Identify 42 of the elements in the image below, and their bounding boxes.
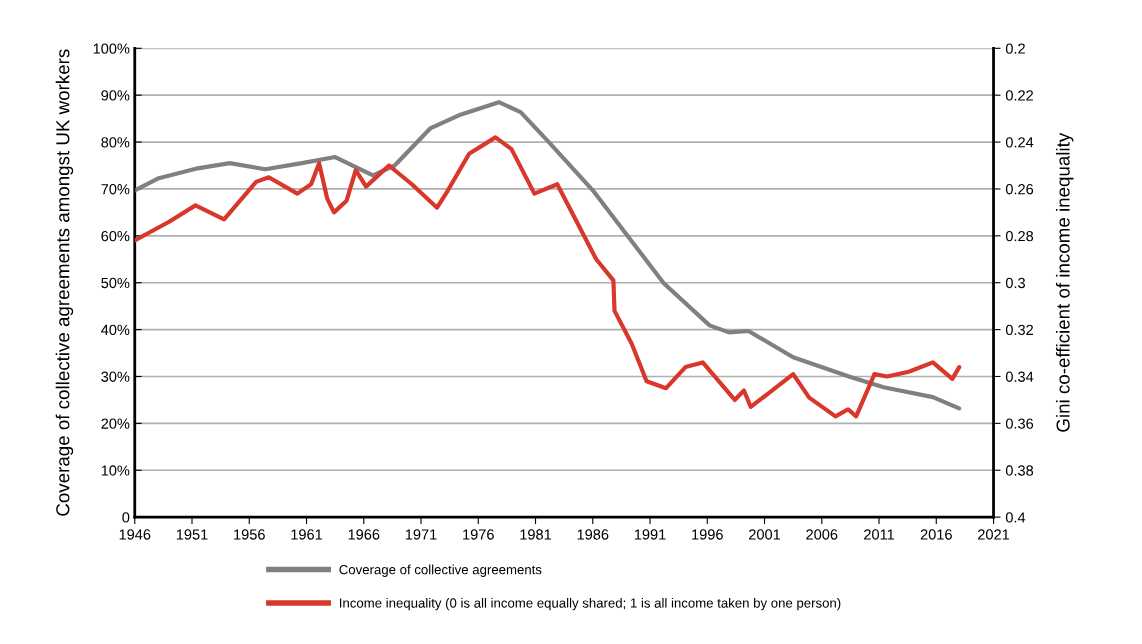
y-tick-label: 70% xyxy=(101,184,130,195)
y-tick-label: 50% xyxy=(101,277,130,289)
y2-tick-label: 0.34 xyxy=(1005,371,1034,382)
y-tick-label: 20% xyxy=(101,418,130,429)
y-tick-label: 30% xyxy=(101,371,130,382)
y-tick-label: 40% xyxy=(101,324,130,336)
y2-tick-label: 0.28 xyxy=(1005,230,1034,242)
y-tick-label: 60% xyxy=(101,230,130,242)
y-tick-label: 80% xyxy=(101,137,130,148)
y2-tick-label: 0.26 xyxy=(1005,184,1034,195)
y2-tick-label: 0.2 xyxy=(1005,43,1025,54)
legend-label: Coverage of collective agreements xyxy=(339,564,542,577)
x-tick-label: 2006 xyxy=(806,529,838,540)
x-tick-label: 2011 xyxy=(864,529,895,540)
x-tick-label: 1971 xyxy=(405,529,437,540)
y-tick-label: 10% xyxy=(101,465,130,476)
y2-tick-label: 0.22 xyxy=(1005,90,1033,101)
x-tick-label: 1991 xyxy=(634,529,666,540)
y-tick-label: 0 xyxy=(122,512,130,523)
y2-tick-label: 0.32 xyxy=(1005,324,1033,336)
legend-label: Income inequality (0 is all income equally shared; 1 is all income taken by one person) xyxy=(340,598,841,611)
y-axis-title: Coverage of collective agreements amongst UK workers xyxy=(55,49,74,516)
y-tick-label: 100% xyxy=(93,43,130,54)
x-tick-label: 1966 xyxy=(348,529,380,540)
x-tick-label: 2021 xyxy=(978,529,1010,540)
y2-tick-label: 0.38 xyxy=(1005,465,1034,476)
y2-axis-title: Gini co-efficient of income inequality xyxy=(1055,132,1074,432)
x-tick-label: 1961 xyxy=(291,529,323,540)
x-tick-label: 2001 xyxy=(749,529,781,540)
x-tick-label: 1946 xyxy=(119,529,151,540)
y2-tick-label: 0.36 xyxy=(1005,418,1034,429)
x-tick-label: 1986 xyxy=(577,529,609,540)
x-tick-label: 1981 xyxy=(520,529,552,540)
y-tick-label: 90% xyxy=(101,90,130,101)
x-tick-label: 1976 xyxy=(463,529,494,540)
y2-tick-label: 0.3 xyxy=(1005,277,1025,289)
x-tick-label: 2016 xyxy=(920,529,952,540)
y2-tick-label: 0.24 xyxy=(1005,137,1034,148)
x-tick-label: 1951 xyxy=(176,529,208,540)
x-tick-label: 1996 xyxy=(692,529,723,540)
x-tick-label: 1956 xyxy=(234,529,265,540)
y2-tick-label: 0.4 xyxy=(1005,512,1026,523)
